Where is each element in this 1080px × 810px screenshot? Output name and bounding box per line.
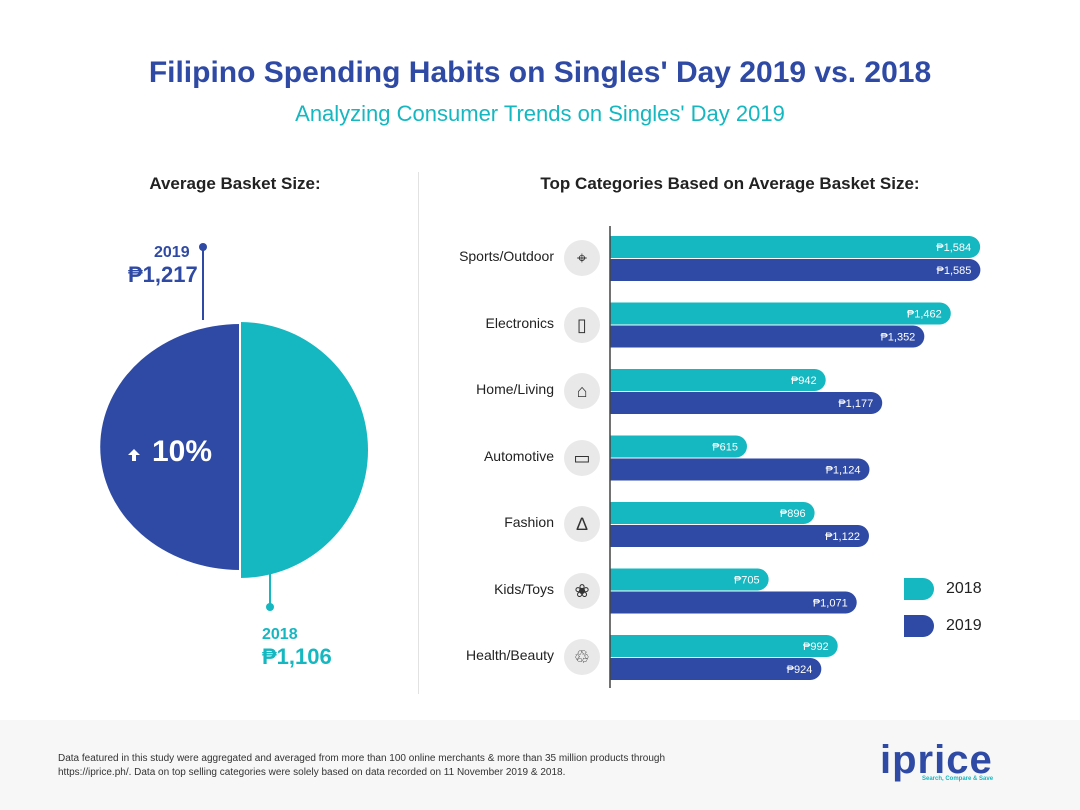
bar-cap-2018-3	[600, 434, 610, 459]
bar-cap-2019-3	[600, 457, 610, 482]
category-label: Electronics	[485, 314, 554, 331]
car-icon: ▭	[564, 439, 600, 476]
bar-2019-3	[600, 458, 870, 481]
pie-slice-2018	[240, 322, 368, 578]
footer	[0, 720, 1080, 810]
bar-cap-2019-1	[600, 324, 610, 349]
bar-cap-2018-4	[600, 501, 610, 525]
bar-2018-4	[600, 502, 815, 524]
legend-label-2018: 2018	[946, 580, 982, 597]
year-label-2019: 2019	[154, 244, 190, 261]
bar-cap-2018-2	[600, 368, 610, 392]
page-title: Filipino Spending Habits on Singles' Day…	[148, 56, 932, 89]
basket-value-2018: ₱1,106	[262, 644, 332, 669]
bar-2019-5	[600, 591, 857, 614]
footnote: Data featured in this study were aggrega…	[58, 753, 666, 778]
bar-cap-2018-6	[600, 634, 610, 658]
basket-value-2019: ₱1,217	[128, 262, 198, 287]
bar-2019-6	[600, 658, 822, 680]
bar-label-2018-4: ₱896	[780, 508, 806, 520]
growth-value: 10%	[152, 435, 212, 468]
bar-label-2019-2: ₱1,177	[838, 398, 873, 410]
bar-label-2018-6: ₱992	[803, 641, 829, 653]
bar-cap-2018-0	[600, 235, 610, 259]
bar-label-2019-5: ₱1,071	[813, 598, 848, 610]
bar-2019-2	[600, 392, 883, 414]
categories-heading: Top Categories Based on Average Basket S…	[540, 174, 920, 193]
pie-slice-2019	[100, 324, 240, 570]
iprice-logo[interactable]: iprice	[880, 738, 993, 782]
bar-2019-0	[600, 259, 981, 281]
bar-2018-6	[600, 635, 838, 657]
bar-label-2018-3: ₱615	[712, 442, 738, 454]
category-bar-chart: ₱1,584 ₱1,585 ₱1,462 ₱1,352 ₱942 ₱1,177 ₱615 ₱1…	[600, 226, 981, 688]
pointer-dot-2019	[199, 243, 207, 251]
logo-tagline: Search, Compare & Save	[922, 776, 994, 782]
bar-label-2018-0: ₱1,584	[936, 242, 971, 254]
sofa-icon: ⌂	[564, 373, 600, 409]
teddy-bear-icon: ❀	[564, 572, 600, 609]
bar-label-2018-5: ₱705	[734, 575, 760, 587]
bar-2018-1	[600, 302, 951, 325]
bar-label-2019-4: ₱1,122	[825, 531, 860, 543]
bar-2018-3	[600, 435, 747, 458]
basket-size-heading: Average Basket Size:	[149, 174, 321, 193]
lotion-icon: ♲	[564, 639, 600, 675]
bar-2019-1	[600, 325, 925, 348]
bar-cap-2018-5	[600, 567, 610, 592]
bar-label-2019-3: ₱1,124	[826, 465, 861, 477]
panel-divider	[418, 172, 419, 694]
bar-cap-2019-5	[600, 590, 610, 615]
dress-icon: ∆	[564, 506, 600, 542]
bar-2019-4	[600, 525, 869, 547]
compass-icon: ⌖	[564, 240, 600, 276]
category-label: Kids/Toys	[494, 580, 554, 597]
legend-swatch-2019	[904, 615, 934, 637]
bar-cap-2018-1	[600, 301, 610, 326]
category-label: Automotive	[483, 447, 554, 464]
basket-size-pie: 10%	[100, 243, 368, 611]
year-label-2018: 2018	[262, 626, 298, 643]
pointer-dot-2018	[266, 603, 274, 611]
bar-label-2019-0: ₱1,585	[937, 265, 972, 277]
bar-2018-5	[600, 568, 769, 591]
category-label: Sports/Outdoor	[459, 248, 554, 264]
phone-icon: ▯	[564, 306, 600, 343]
bar-cap-2019-2	[600, 391, 610, 415]
bar-label-2018-1: ₱1,462	[907, 309, 942, 321]
category-label: Home/Living	[476, 381, 554, 397]
bar-label-2019-1: ₱1,352	[880, 332, 915, 344]
bar-cap-2019-0	[600, 258, 610, 282]
bar-cap-2019-4	[600, 524, 610, 548]
category-label: Health/Beauty	[466, 647, 554, 663]
legend-swatch-2018	[904, 578, 934, 600]
bar-label-2018-2: ₱942	[791, 375, 817, 387]
page-subtitle: Analyzing Consumer Trends on Singles' Da…	[295, 101, 785, 126]
bar-cap-2019-6	[600, 657, 610, 681]
bar-2018-2	[600, 369, 826, 391]
bar-label-2019-6: ₱924	[787, 664, 813, 676]
legend-label-2019: 2019	[946, 617, 982, 634]
arrow-up-icon	[128, 449, 140, 461]
category-label: Fashion	[504, 514, 554, 530]
bar-2018-0	[600, 236, 981, 258]
